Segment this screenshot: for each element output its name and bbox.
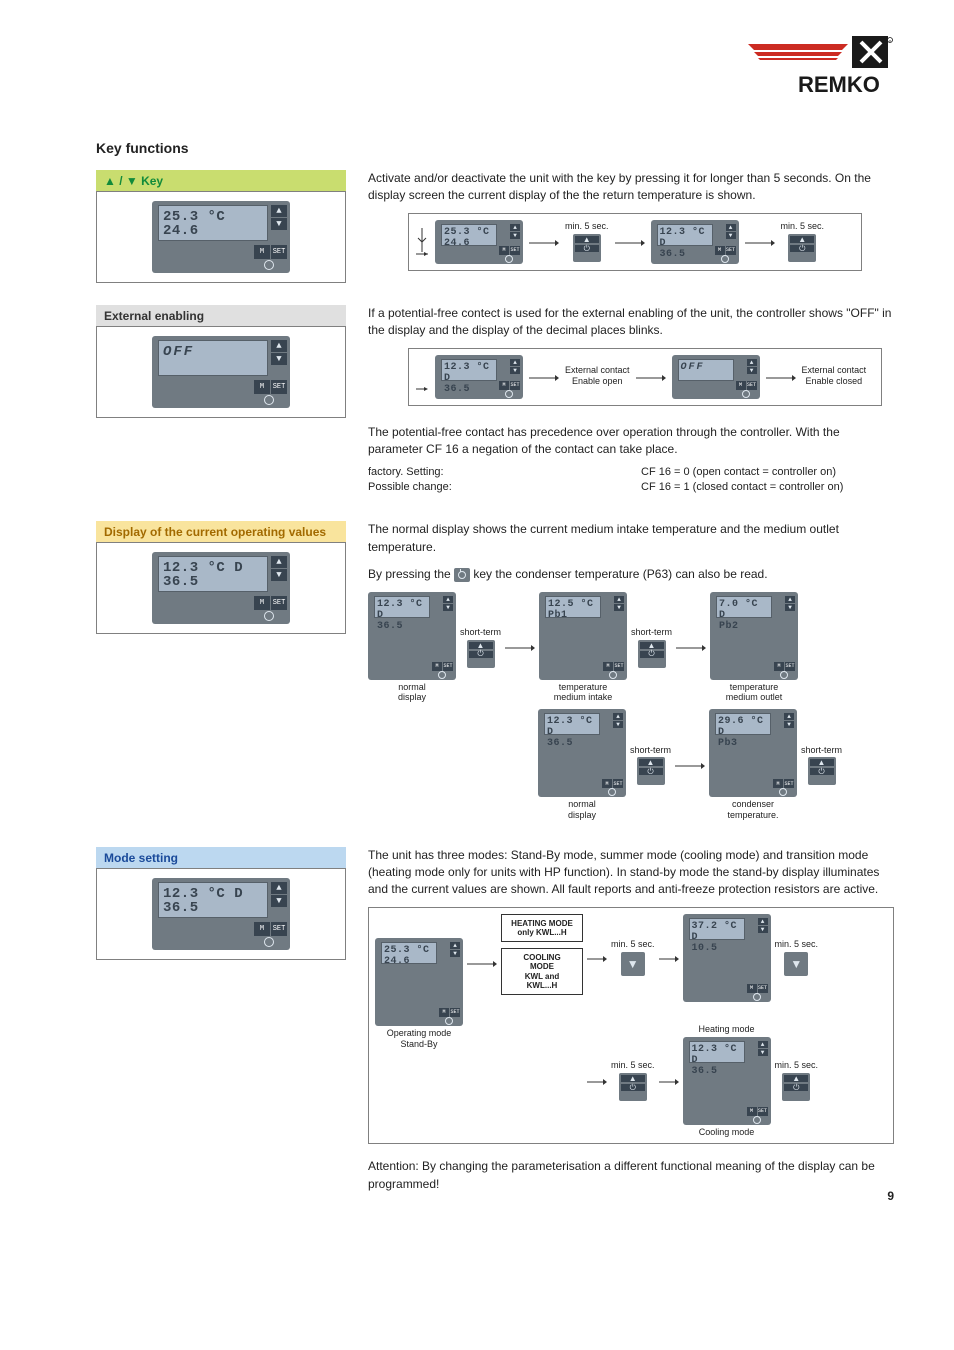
caption: condenser temperature. xyxy=(728,799,779,821)
caption: External contactEnable closed xyxy=(802,365,867,387)
caption: short-term xyxy=(630,745,671,756)
mode-box-heating: HEATING MODE only KWL...H xyxy=(501,914,583,942)
lcd-line: 25.3 °C xyxy=(163,210,263,224)
diagram: 25.3 °C24.6▲▼MSET Operating mode Stand-B… xyxy=(368,907,894,1145)
lcd-line: 24.6 xyxy=(163,224,263,238)
controller-panel: OFF ▲▼ MSET xyxy=(152,336,290,408)
arrow-icon xyxy=(529,237,559,247)
key-button: ▲⏻ xyxy=(573,234,601,262)
controller-panel: 12.3 °C D36.5 ▲▼ MSET xyxy=(152,552,290,624)
controller-panel: 12.3 °C D36.5 ▲▼ MSET xyxy=(152,878,290,950)
controller-panel: 25.3 °C 24.6 ▲▼ MSET xyxy=(152,201,290,273)
caption: min. 5 sec. xyxy=(565,221,609,232)
lcd: 25.3 °C 24.6 xyxy=(158,205,268,241)
caption: Heating mode xyxy=(698,1024,754,1035)
paragraph: Attention: By changing the parameterisat… xyxy=(368,1158,894,1193)
caption: short-term xyxy=(460,627,501,638)
label: Possible change: xyxy=(368,480,621,495)
diagram: 12.3 °C D36.5 ▲▼ MSET External contactEn… xyxy=(408,348,882,406)
controller-panel: OFF ▲▼ MSET xyxy=(672,355,760,399)
key-button: ▼ xyxy=(784,952,808,976)
card-body: OFF ▲▼ MSET xyxy=(96,326,346,418)
diagram: 12.3 °C D36.5▲▼MSET normal display short… xyxy=(368,592,888,821)
m-set-buttons: MSET xyxy=(254,245,287,259)
paragraph: Activate and/or deactivate the unit with… xyxy=(368,170,894,205)
section-title: Key functions xyxy=(96,140,894,156)
value: CF 16 = 1 (closed contact = controller o… xyxy=(641,480,894,495)
label: factory. Setting: xyxy=(368,465,621,480)
caption: short-term xyxy=(631,627,672,638)
paragraph: The potential-free contact has precedenc… xyxy=(368,424,894,459)
page-number: 9 xyxy=(887,1189,894,1203)
card-body: 25.3 °C 24.6 ▲▼ MSET xyxy=(96,191,346,283)
controller-panel: 12.3 °C D36.5 ▲▼ MSET xyxy=(435,355,523,399)
power-key-icon xyxy=(454,568,470,582)
svg-text:REMKO: REMKO xyxy=(798,72,880,97)
controller-panel: 25.3 °C24.6 ▲▼ MSET xyxy=(435,220,523,264)
key-button: ▼ xyxy=(621,952,645,976)
caption: temperature medium intake xyxy=(554,682,613,704)
paragraph: The normal display shows the current med… xyxy=(368,521,894,556)
key-button: ▲⏻ xyxy=(788,234,816,262)
value: CF 16 = 0 (open contact = controller on) xyxy=(641,465,894,480)
card-body: 12.3 °C D36.5 ▲▼ MSET xyxy=(96,868,346,960)
card-title-display-values: Display of the current operating values xyxy=(96,521,346,543)
settings-table: factory. Setting: Possible change: CF 16… xyxy=(368,465,894,496)
controller-buttons: ▲▼ xyxy=(271,205,287,230)
caption: Cooling mode xyxy=(699,1127,755,1138)
power-icon xyxy=(264,260,274,270)
diagram: 25.3 °C24.6 ▲▼ MSET min. 5 sec. ▲⏻ 12.3 … xyxy=(408,213,862,271)
paragraph: If a potential-free contect is used for … xyxy=(368,305,894,340)
caption: min. 5 sec. xyxy=(781,221,825,232)
caption: temperature medium outlet xyxy=(726,682,783,704)
paragraph: By pressing the key the condenser temper… xyxy=(368,566,894,583)
card-title-external-enabling: External enabling xyxy=(96,305,346,327)
mode-box-cooling: COOLING MODE KWL and KWL...H xyxy=(501,948,583,995)
card-body: 12.3 °C D36.5 ▲▼ MSET xyxy=(96,542,346,634)
caption: Operating mode Stand-By xyxy=(387,1028,452,1050)
caption: normal display xyxy=(398,682,426,704)
caption: short-term xyxy=(801,745,842,756)
paragraph: The unit has three modes: Stand-By mode,… xyxy=(368,847,894,899)
brand-logo: R REMKO xyxy=(748,36,894,101)
controller-panel: 12.3 °C D36.5 ▲▼ MSET xyxy=(651,220,739,264)
card-title-key: ▲ / ▼ Key xyxy=(96,170,346,192)
caption: External contactEnable open xyxy=(565,365,630,387)
caption: normal display xyxy=(568,799,596,821)
card-title-mode: Mode setting xyxy=(96,847,346,869)
